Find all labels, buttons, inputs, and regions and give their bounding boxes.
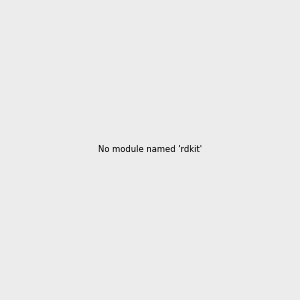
Text: No module named 'rdkit': No module named 'rdkit' <box>98 146 202 154</box>
